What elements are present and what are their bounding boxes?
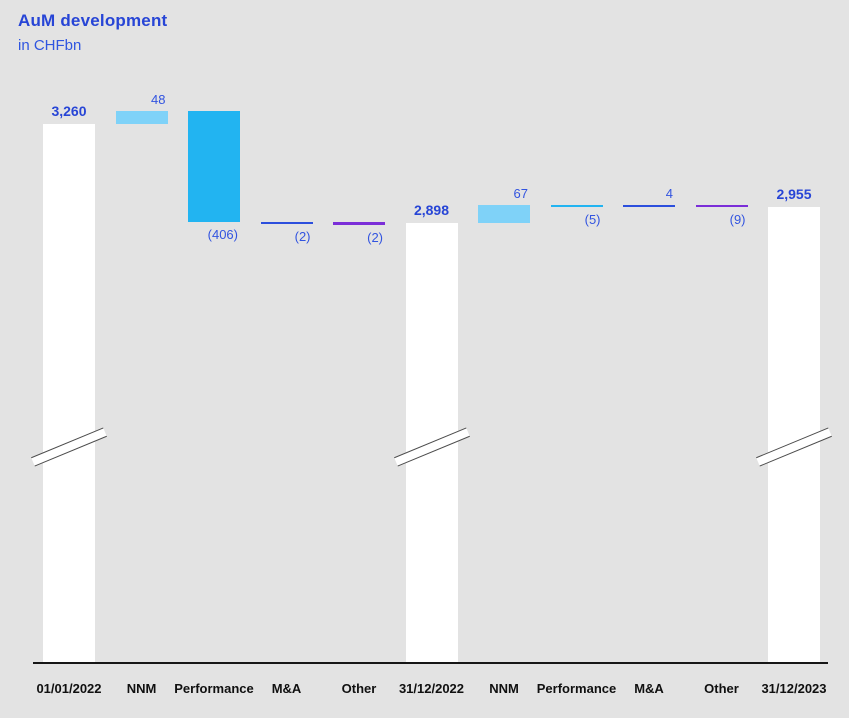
waterfall-bar-other-delta: [333, 222, 385, 225]
x-axis-label-31-12-2023: 31/12/2023: [761, 681, 827, 696]
x-axis-label-nnm: NNM: [126, 681, 157, 696]
waterfall-bar-m-a-delta: [623, 204, 675, 208]
value-label-01-01-2022: 3,260: [51, 102, 87, 119]
value-label-31-12-2023: 2,955: [776, 186, 812, 203]
x-axis-label-performance: Performance: [174, 681, 254, 696]
chart-subtitle: in CHFbn: [18, 37, 82, 54]
value-label-other: (9): [729, 212, 746, 228]
x-axis-label-m-a: M&A: [271, 681, 302, 696]
value-label-m-a: (2): [294, 229, 311, 245]
chart-title: AuM development: [18, 11, 168, 30]
value-label-31-12-2022: 2,898: [413, 201, 450, 218]
value-label-nnm: 48: [151, 91, 166, 107]
waterfall-bar-01-01-2022-total: [43, 123, 95, 663]
value-label-performance: (5): [584, 212, 601, 228]
value-label-nnm: 67: [513, 185, 528, 201]
x-axis-label-nnm: NNM: [489, 681, 519, 696]
value-label-performance: (406): [207, 226, 238, 242]
x-axis-line: [33, 662, 828, 664]
waterfall-bar-m-a-delta: [260, 221, 313, 225]
waterfall-bar-nnm-delta: [478, 204, 530, 223]
waterfall-bar-other-delta: [695, 204, 748, 208]
waterfall-bar-performance-delta: [188, 110, 240, 222]
value-label-m-a: 4: [665, 185, 673, 201]
value-label-other: (2): [367, 229, 383, 245]
x-axis-label-performance: Performance: [536, 681, 617, 696]
x-axis-label-m-a: M&A: [634, 681, 664, 696]
x-axis-label-01-01-2022: 01/01/2022: [36, 681, 102, 696]
x-axis-label-31-12-2022: 31/12/2022: [398, 681, 465, 696]
x-axis-label-other: Other: [704, 681, 739, 696]
waterfall-bar-nnm-delta: [115, 110, 168, 124]
waterfall-bar-performance-delta: [550, 204, 603, 208]
x-axis-label-other: Other: [341, 681, 377, 696]
